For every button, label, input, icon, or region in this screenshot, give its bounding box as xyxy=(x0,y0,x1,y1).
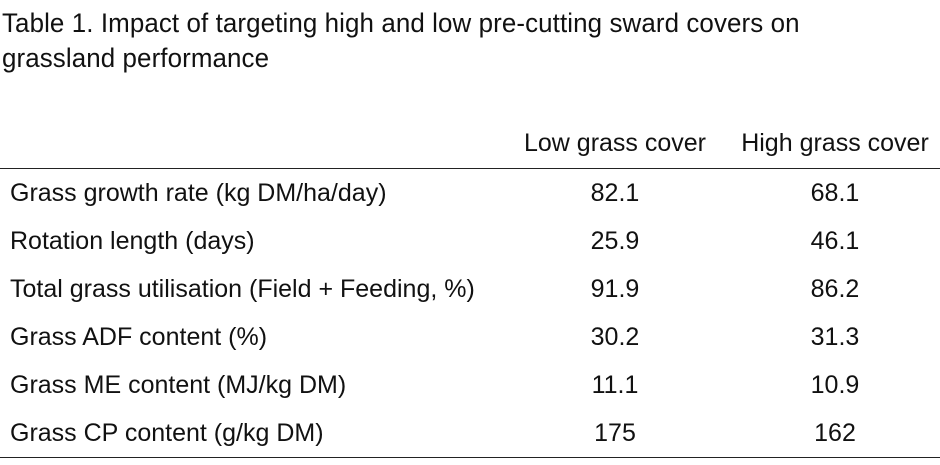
table-row: Total grass utilisation (Field + Feeding… xyxy=(0,265,940,313)
high-cover-value: 46.1 xyxy=(810,226,860,255)
low-cover-value: 11.1 xyxy=(591,370,639,399)
row-label: Grass growth rate (kg DM/ha/day) xyxy=(10,178,387,207)
header-cell-label xyxy=(0,100,510,169)
low-cover-value: 25.9 xyxy=(590,226,640,255)
table-row: Rotation length (days) 25.9 46.1 xyxy=(0,217,940,265)
row-label: Rotation length (days) xyxy=(10,226,255,255)
table-row: Grass growth rate (kg DM/ha/day) 82.1 68… xyxy=(0,169,940,218)
low-cover-value: 175 xyxy=(510,409,720,458)
row-label: Grass CP content (g/kg DM) xyxy=(0,409,510,458)
row-label: Grass ME content (MJ/kg DM) xyxy=(10,370,347,399)
high-cover-value: 31.3 xyxy=(810,322,860,351)
grassland-performance-table: Low grass cover High grass cover Grass g… xyxy=(0,100,940,458)
row-label: Total grass utilisation (Field + Feeding… xyxy=(10,274,475,303)
low-cover-value: 82.1 xyxy=(590,178,640,207)
high-cover-value: 68.1 xyxy=(810,178,860,207)
row-label: Grass ADF content (%) xyxy=(10,322,268,351)
table-caption: Table 1. Impact of targeting high and lo… xyxy=(2,8,800,73)
low-cover-value: 91.9 xyxy=(590,274,640,303)
header-cell-high-grass-cover: High grass cover xyxy=(720,100,940,169)
header-cell-low-grass-cover: Low grass cover xyxy=(510,100,720,169)
high-cover-value: 162 xyxy=(720,409,940,458)
low-cover-value: 30.2 xyxy=(590,322,640,351)
table-header-row: Low grass cover High grass cover xyxy=(0,100,940,169)
table-row: Grass CP content (g/kg DM) 175 162 xyxy=(0,409,940,458)
table-row: Grass ADF content (%) 30.2 31.3 xyxy=(0,313,940,361)
high-cover-value: 10.9 xyxy=(810,370,860,399)
high-cover-value: 86.2 xyxy=(810,274,860,303)
table-row: Grass ME content (MJ/kg DM) 11.1 10.9 xyxy=(0,361,940,409)
